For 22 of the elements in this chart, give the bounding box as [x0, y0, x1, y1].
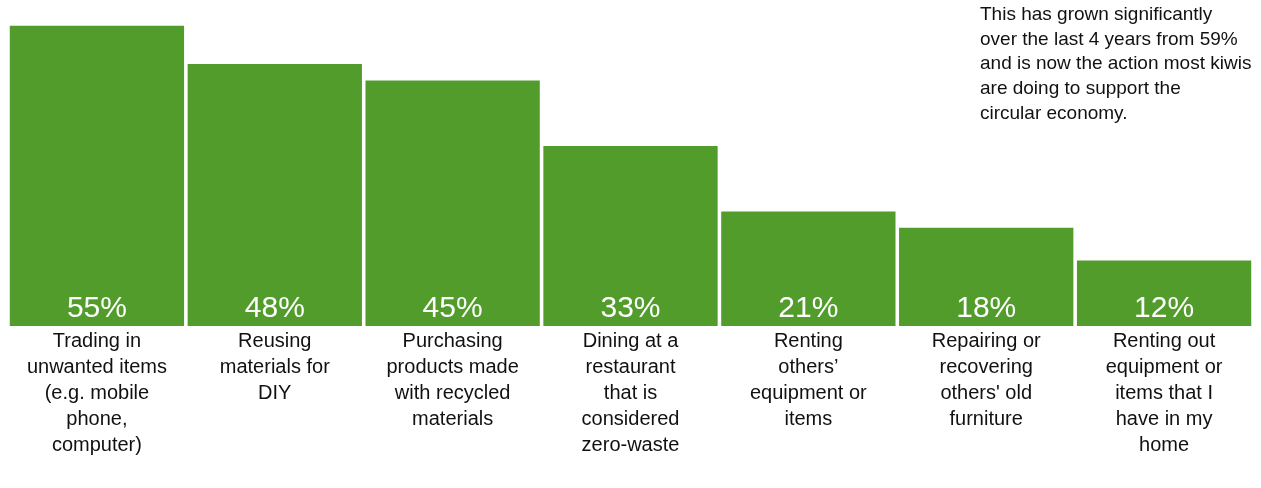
- data-label: 48%: [244, 290, 305, 323]
- data-label: 12%: [1134, 290, 1195, 323]
- bar: [721, 211, 896, 326]
- x-tick-label: Dining at a restaurant that is considered zero-waste: [581, 329, 680, 455]
- bar: [9, 25, 185, 326]
- x-tick-label: Trading in unwanted items (e.g. mobile phone, computer): [26, 329, 167, 455]
- data-label: 21%: [778, 290, 839, 323]
- data-label: 33%: [600, 290, 661, 323]
- bar: [899, 227, 1074, 326]
- bar: [365, 80, 540, 326]
- data-label: 55%: [66, 290, 127, 323]
- x-tick-label: Purchasing products made with recycled materials: [386, 329, 519, 429]
- x-tick-label: Renting others’ equipment or items: [749, 329, 868, 429]
- data-label: 18%: [956, 290, 1017, 323]
- bar: [1076, 260, 1252, 326]
- data-label: 45%: [422, 290, 483, 323]
- x-tick-label: Renting out equipment or items that I have in my home: [1105, 329, 1223, 455]
- x-tick-label: Reusing materials for DIY: [219, 329, 331, 403]
- bar: [187, 64, 362, 326]
- annotation: This has grown significantly over the last 4 years from 59% and is now the action most kiwis are doing to support the circular economy.: [980, 3, 1252, 123]
- bar: [543, 145, 718, 326]
- x-tick-label: Repairing or recovering others' old furniture: [931, 329, 1042, 429]
